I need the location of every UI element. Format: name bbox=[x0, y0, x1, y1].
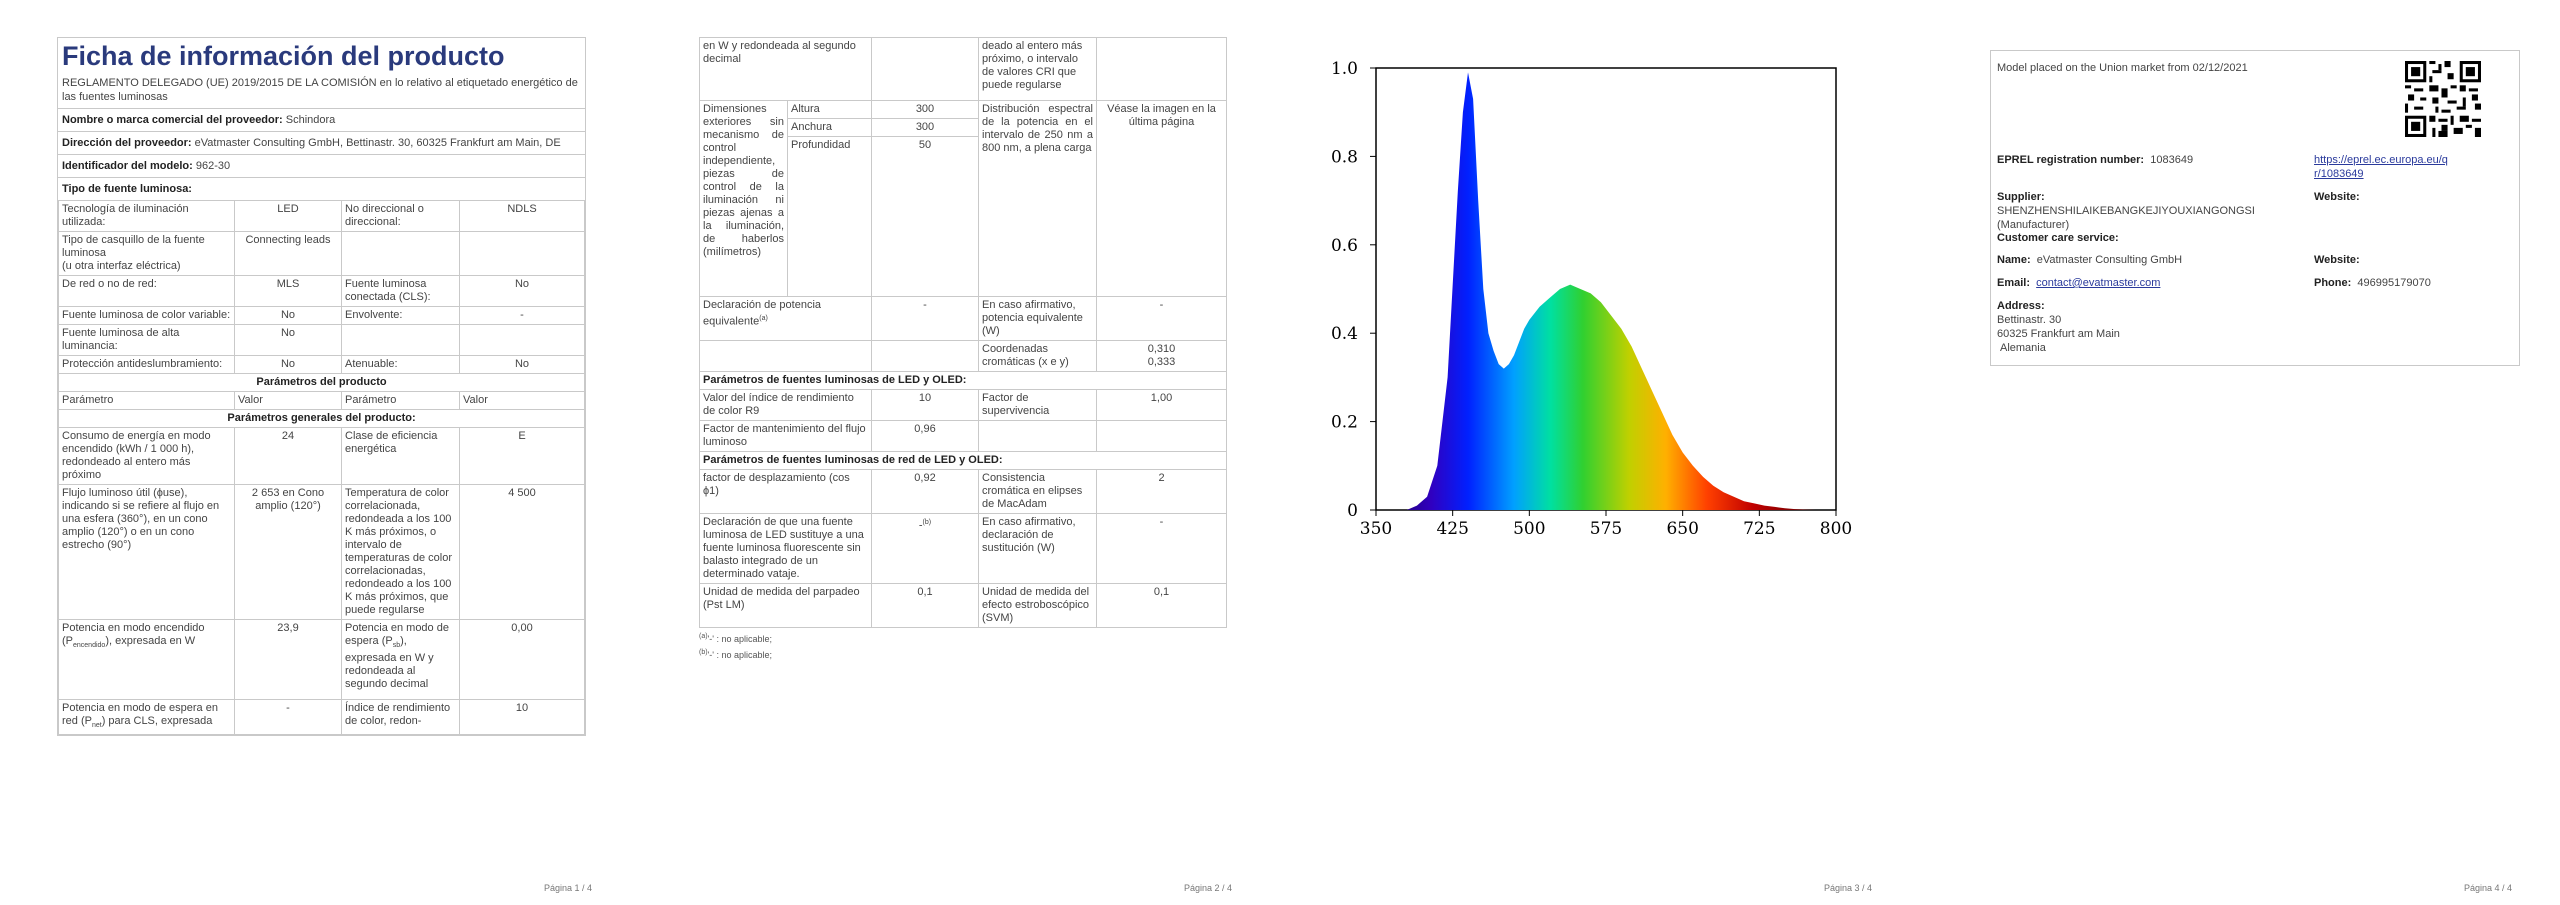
supplier-website: Website: bbox=[2314, 191, 2360, 203]
table-row: Tecnología de iluminación utilizada: LED N… bbox=[58, 200, 585, 232]
table-row: Consumo de energía en modo encendido (kW… bbox=[58, 427, 585, 485]
y-tick-label: 0.6 bbox=[1331, 236, 1358, 256]
model-value: 962-30 bbox=[195, 160, 231, 172]
x-tick-label: 650 bbox=[1666, 519, 1698, 539]
footnote-b: (b)'-' : no aplicable; bbox=[699, 649, 773, 660]
table-row: Flujo luminoso útil (ϕuse), indicando si… bbox=[58, 484, 585, 620]
care-address: Address: Bettinastr. 30 60325 Frankfurt … bbox=[1997, 300, 2120, 354]
table-row: Dimensiones exteriores sin mecanismo de … bbox=[699, 100, 1227, 297]
table-header: Parámetro Valor Parámetro Valor bbox=[58, 391, 585, 410]
regulation-text: REGLAMENTO DELEGADO (UE) 2019/2015 DE LA… bbox=[58, 72, 585, 109]
y-tick-label: 0.4 bbox=[1331, 324, 1358, 344]
x-tick-label: 500 bbox=[1513, 519, 1545, 539]
table-row: Tipo de casquillo de la fuente luminosa … bbox=[58, 231, 585, 276]
spectrum-area bbox=[1406, 72, 1816, 511]
x-tick-label: 800 bbox=[1820, 519, 1852, 539]
supplier-row: Supplier: SHENZHENSHILAIKEBANGKEJIYOUXIA… bbox=[1997, 191, 2255, 231]
spectral-power-distribution-chart: 350 425 500 575 650 725 800 0 0.2 0.4 0.6 0.8 1.0 bbox=[1331, 59, 1852, 539]
table-row: Fuente luminosa de color variable: No Envo… bbox=[58, 306, 585, 325]
page-number: Página 4 / 4 bbox=[2464, 883, 2513, 893]
table-row: Protección antideslumbramiento: No Atenuab… bbox=[58, 355, 585, 374]
y-tick-label: 1.0 bbox=[1331, 59, 1358, 79]
section-heading: Parámetros generales del producto: bbox=[58, 409, 585, 428]
market-date: Model placed on the Union market from 02… bbox=[1997, 62, 2248, 74]
table-row: Declaración de potencia equivalente(a) - E… bbox=[699, 296, 1227, 341]
x-tick-label: 425 bbox=[1436, 519, 1468, 539]
table-row: Potencia en modo de espera en red (Pnet)… bbox=[58, 698, 585, 736]
address-value: eVatmaster Consulting GmbH, Bettinastr. … bbox=[194, 137, 561, 149]
eprel-number: EPREL registration number: 1083649 bbox=[1997, 154, 2194, 166]
page-3: 350 425 500 575 650 725 800 0 0.2 0.4 0.6 0.8 1.0 Pá… bbox=[1280, 0, 1920, 905]
footnote-a: (a)'-' : no aplicable; bbox=[699, 633, 773, 644]
product-info-sheet: Ficha de información del producto REGLAM… bbox=[57, 37, 586, 737]
model-row: Identificador del modelo: 962-30 bbox=[58, 155, 585, 178]
page-number: Página 2 / 4 bbox=[1184, 883, 1233, 893]
qr-code[interactable] bbox=[2405, 61, 2481, 137]
table-row: Unidad de medida del parpadeo (Pst LM) 0,… bbox=[699, 583, 1227, 628]
table-row: De red o no de red: MLS Fuente luminosa co… bbox=[58, 275, 585, 307]
page-title: Ficha de información del producto bbox=[62, 41, 505, 71]
table-row: Fuente luminosa de alta luminancia: No bbox=[58, 324, 585, 356]
y-tick-label: 0 bbox=[1347, 501, 1358, 521]
page-2: en W y redondeada al segundo decimal dead… bbox=[640, 0, 1280, 905]
address-row: Dirección del proveedor: eVatmaster Cons… bbox=[58, 132, 585, 155]
axis-ticks: 350 425 500 575 650 725 800 0 0.2 0.4 0.6 0.8 1.0 bbox=[1331, 59, 1852, 539]
x-tick-label: 350 bbox=[1360, 519, 1392, 539]
section-heading: Parámetros de fuentes luminosas de red d… bbox=[699, 451, 1227, 470]
page-number: Página 1 / 4 bbox=[544, 883, 593, 893]
page-number: Página 3 / 4 bbox=[1824, 883, 1873, 893]
supplier-value: Schindora bbox=[285, 114, 336, 126]
eprel-info-box: Model placed on the Union market from 02… bbox=[1990, 50, 2520, 366]
email-link[interactable]: contact@evatmaster.com bbox=[2036, 277, 2161, 289]
table-row: factor de desplazamiento (cos ϕ1) 0,92 Con… bbox=[699, 469, 1227, 514]
page-1: Ficha de información del producto REGLAM… bbox=[0, 0, 640, 905]
x-tick-label: 575 bbox=[1590, 519, 1622, 539]
y-tick-label: 0.8 bbox=[1331, 147, 1358, 167]
supplier-row: Nombre o marca comercial del proveedor: … bbox=[58, 109, 585, 132]
source-type-table: Tecnología de iluminación utilizada: LED N… bbox=[58, 200, 585, 736]
care-name: Name: eVatmaster Consulting GmbH bbox=[1997, 254, 2183, 266]
table-continuation: en W y redondeada al segundo decimal dead… bbox=[699, 37, 1227, 662]
table-row: en W y redondeada al segundo decimal dead… bbox=[699, 37, 1227, 101]
x-tick-label: 725 bbox=[1743, 519, 1775, 539]
care-email: Email: contact@evatmaster.com bbox=[1997, 277, 2161, 289]
customer-care-heading: Customer care service: bbox=[1997, 232, 2119, 244]
care-website: Website: bbox=[2314, 254, 2360, 266]
table-row: Valor del índice de rendimiento de color… bbox=[699, 389, 1227, 421]
care-phone: Phone: 496995179070 bbox=[2314, 277, 2431, 289]
section-heading: Parámetros del producto bbox=[58, 373, 585, 392]
params-table-continued: en W y redondeada al segundo decimal dead… bbox=[699, 37, 1227, 628]
section-heading: Parámetros de fuentes luminosas de LED y… bbox=[699, 371, 1227, 390]
eprel-url-wrap: https://eprel.ec.europa.eu/qr/1083649 bbox=[2314, 153, 2454, 181]
source-type-heading: Tipo de fuente luminosa: bbox=[62, 183, 192, 195]
table-row: Declaración de que una fuente luminosa d… bbox=[699, 513, 1227, 584]
table-row: Coordenadas cromáticas (x e y) 0,310 0,333 bbox=[699, 340, 1227, 372]
table-row: Factor de mantenimiento del flujo lumino… bbox=[699, 420, 1227, 452]
table-row: Profundidad 50 bbox=[700, 136, 1227, 297]
eprel-link[interactable]: https://eprel.ec.europa.eu/qr/1083649 bbox=[2314, 154, 2448, 180]
y-tick-label: 0.2 bbox=[1331, 413, 1358, 433]
table-row: Potencia en modo encendido (Pencendido),… bbox=[58, 619, 585, 700]
